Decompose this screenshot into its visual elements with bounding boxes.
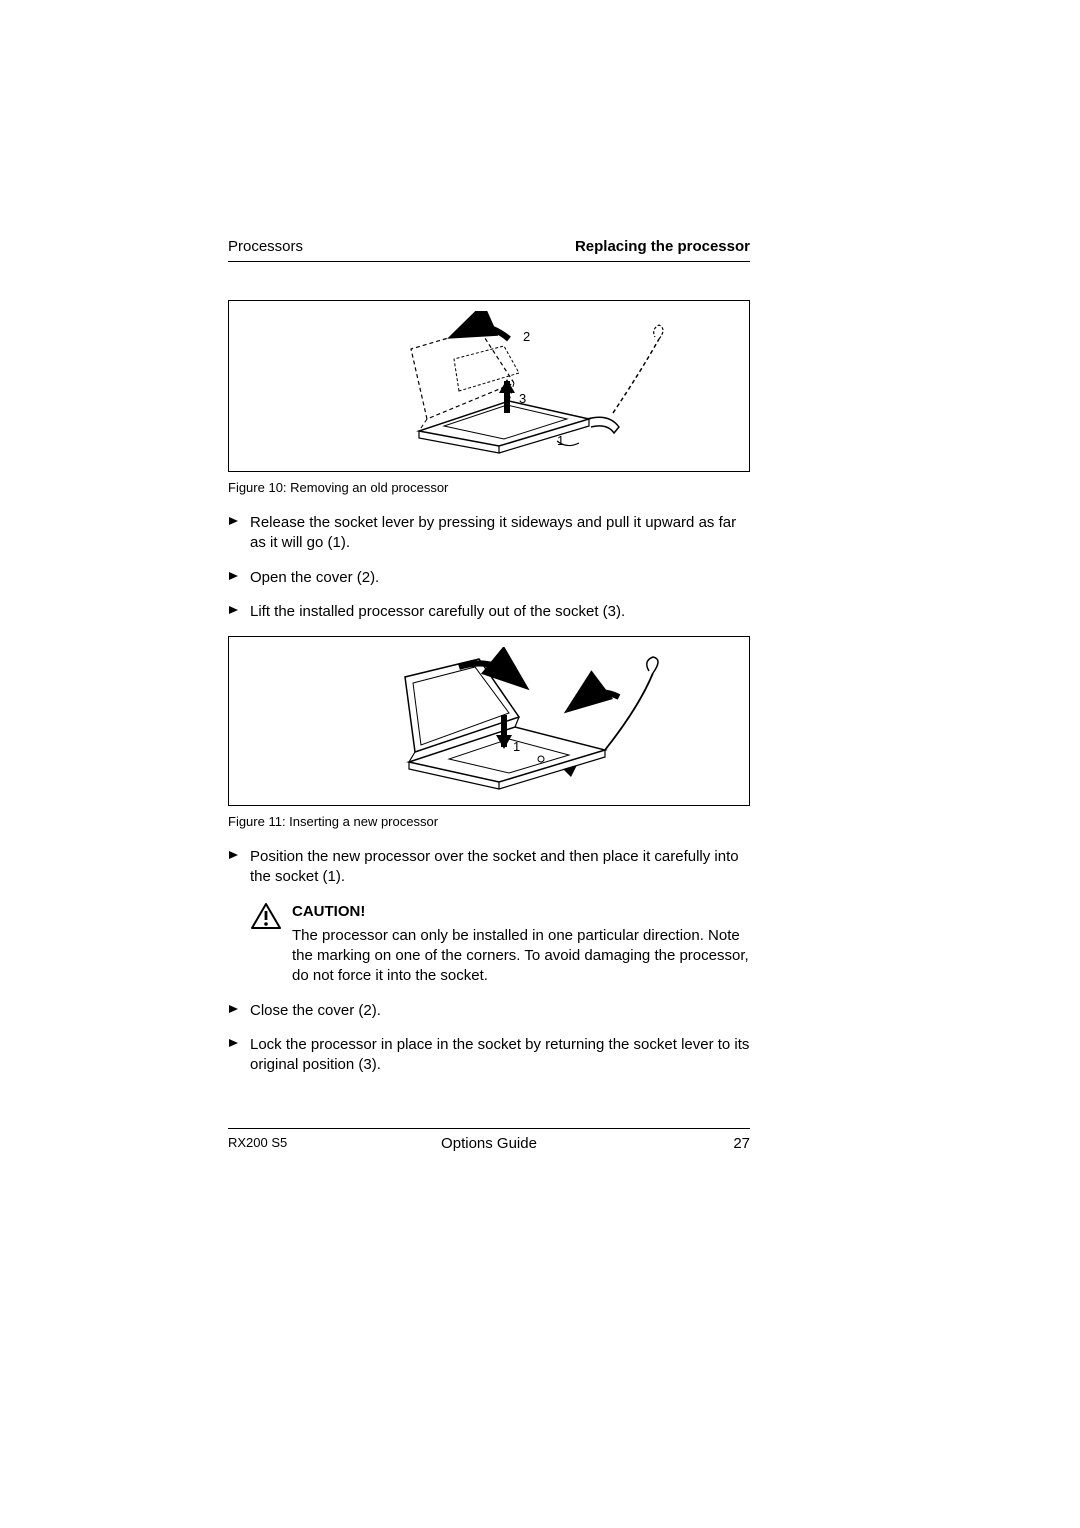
fig10-label-2: 2 bbox=[523, 329, 530, 344]
step-item: Release the socket lever by pressing it … bbox=[228, 513, 750, 554]
figure-11-box: 2 3 1 bbox=[228, 636, 750, 806]
step-item: Lift the installed processor carefully o… bbox=[228, 602, 750, 622]
step-item: Position the new processor over the sock… bbox=[228, 847, 750, 888]
fig11-label-1: 1 bbox=[513, 739, 520, 754]
step-marker-icon bbox=[228, 568, 250, 582]
footer-left: RX200 S5 bbox=[228, 1135, 287, 1152]
caution-block: CAUTION! The processor can only be insta… bbox=[250, 902, 750, 987]
step-text: Lock the processor in place in the socke… bbox=[250, 1035, 750, 1076]
step-item: Lock the processor in place in the socke… bbox=[228, 1035, 750, 1076]
figure-11-caption: Figure 11: Inserting a new processor bbox=[228, 814, 750, 829]
caution-text: CAUTION! The processor can only be insta… bbox=[286, 902, 750, 987]
step-marker-icon bbox=[228, 847, 250, 861]
header-right: Replacing the processor bbox=[575, 238, 750, 255]
running-header: Processors Replacing the processor bbox=[228, 238, 750, 262]
footer-right: 27 bbox=[733, 1135, 750, 1152]
page-footer: RX200 S5 Options Guide 27 bbox=[228, 1128, 750, 1152]
fig10-label-1: 1 bbox=[557, 433, 564, 448]
footer-center: Options Guide bbox=[441, 1135, 537, 1152]
step-marker-icon bbox=[228, 1035, 250, 1049]
fig11-label-2: 2 bbox=[501, 665, 508, 680]
steps-group-2: Position the new processor over the sock… bbox=[228, 847, 750, 1075]
step-marker-icon bbox=[228, 602, 250, 616]
step-text: Position the new processor over the sock… bbox=[250, 847, 750, 888]
step-marker-icon bbox=[228, 513, 250, 527]
caution-heading: CAUTION! bbox=[292, 902, 750, 922]
step-marker-icon bbox=[228, 1001, 250, 1015]
step-text: Close the cover (2). bbox=[250, 1001, 750, 1021]
step-item: Close the cover (2). bbox=[228, 1001, 750, 1021]
step-text: Lift the installed processor carefully o… bbox=[250, 602, 750, 622]
figure-10-caption: Figure 10: Removing an old processor bbox=[228, 480, 750, 495]
step-text: Release the socket lever by pressing it … bbox=[250, 513, 750, 554]
page-body: Processors Replacing the processor bbox=[228, 238, 750, 1089]
caution-icon bbox=[250, 902, 286, 937]
figure-10-svg: 2 3 1 bbox=[309, 311, 669, 461]
caution-body: The processor can only be installed in o… bbox=[292, 926, 750, 987]
fig11-label-3: 3 bbox=[591, 691, 598, 706]
steps-group-1: Release the socket lever by pressing it … bbox=[228, 513, 750, 622]
step-item: Open the cover (2). bbox=[228, 568, 750, 588]
fig10-label-3: 3 bbox=[519, 391, 526, 406]
figure-11-svg: 2 3 1 bbox=[309, 647, 669, 795]
header-left: Processors bbox=[228, 238, 303, 255]
step-text: Open the cover (2). bbox=[250, 568, 750, 588]
figure-10-box: 2 3 1 bbox=[228, 300, 750, 472]
